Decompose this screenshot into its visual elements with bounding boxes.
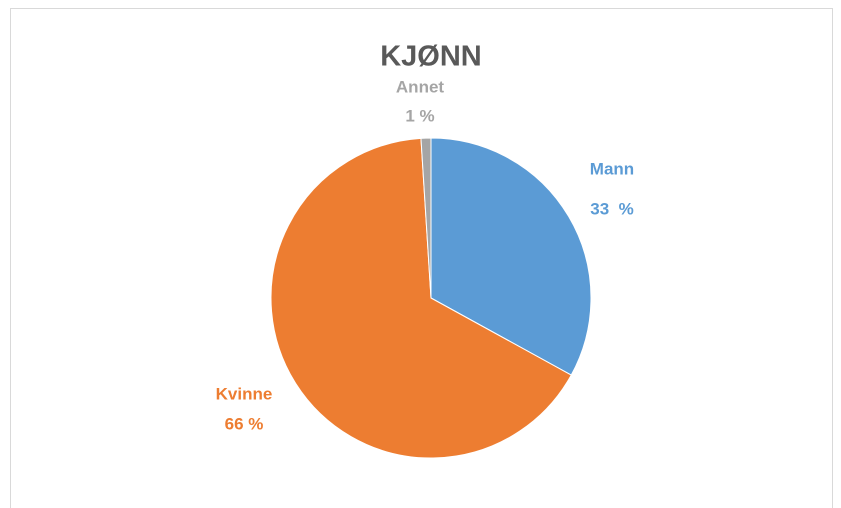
pie-slice [430, 137, 592, 376]
value-label: 33 % [590, 199, 633, 218]
value-label: 66 % [225, 414, 264, 433]
category-label: Mann [590, 159, 634, 178]
pie-slice [270, 137, 572, 459]
pie-slice [420, 137, 432, 299]
category-label: Kvinne [216, 384, 273, 403]
value-label: 1 % [405, 106, 434, 125]
category-label: Annet [396, 77, 445, 96]
chart-title: KJØNN [380, 41, 482, 73]
